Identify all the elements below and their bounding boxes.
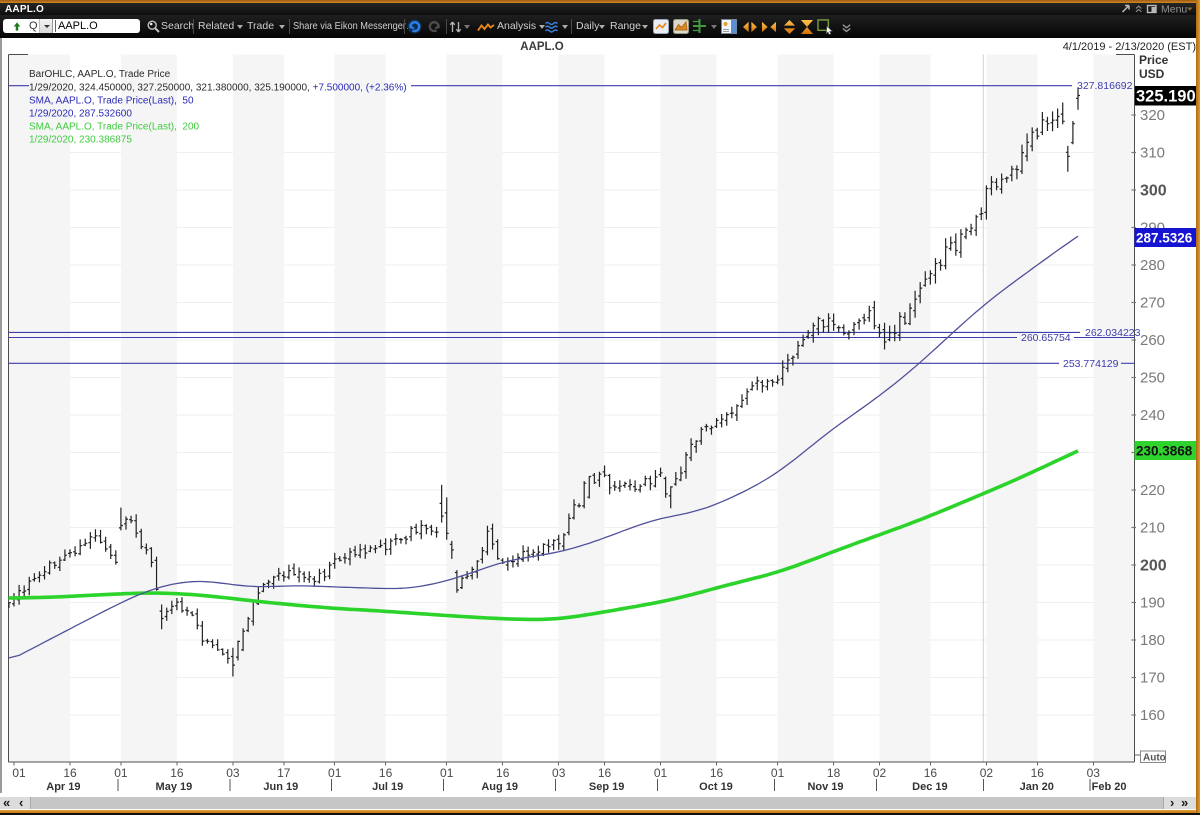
svg-text:287.5326: 287.5326 <box>1136 231 1193 246</box>
svg-text:SMA, AAPL.O, Trade Price(Last): SMA, AAPL.O, Trade Price(Last), 200 <box>29 122 200 133</box>
svg-text:BarOHLC, AAPL.O, Trade Price: BarOHLC, AAPL.O, Trade Price <box>29 69 171 80</box>
svg-text:262.034223: 262.034223 <box>1085 327 1141 339</box>
svg-text:Jan 20: Jan 20 <box>1020 781 1054 793</box>
svg-text:230.3868: 230.3868 <box>1136 444 1193 459</box>
svg-text:01: 01 <box>654 766 668 780</box>
svg-text:325.190: 325.190 <box>1136 88 1196 106</box>
svg-text:18: 18 <box>827 766 841 780</box>
svg-text:1/29/2020, 287.532600: 1/29/2020, 287.532600 <box>29 109 132 120</box>
svg-text:17: 17 <box>277 766 291 780</box>
svg-text:16: 16 <box>496 766 510 780</box>
svg-text:Sep 19: Sep 19 <box>589 781 624 793</box>
svg-text:Oct 19: Oct 19 <box>699 781 733 793</box>
svg-text:AAPL.O: AAPL.O <box>520 41 564 53</box>
svg-text:16: 16 <box>63 766 77 780</box>
svg-text:200: 200 <box>1140 558 1167 575</box>
svg-text:1/29/2020, 230.386875: 1/29/2020, 230.386875 <box>29 135 132 146</box>
svg-text:Nov 19: Nov 19 <box>807 781 843 793</box>
svg-text:SMA, AAPL.O, Trade Price(Last): SMA, AAPL.O, Trade Price(Last), 50 <box>29 96 194 107</box>
svg-text:01: 01 <box>440 766 454 780</box>
svg-text:03: 03 <box>552 766 566 780</box>
svg-text:4/1/2019 - 2/13/2020 (EST): 4/1/2019 - 2/13/2020 (EST) <box>1063 41 1196 53</box>
svg-text:16: 16 <box>598 766 612 780</box>
svg-text:01: 01 <box>12 766 26 780</box>
svg-text:160: 160 <box>1140 707 1165 724</box>
svg-text:260: 260 <box>1140 332 1165 349</box>
svg-text:253.774129: 253.774129 <box>1063 358 1119 370</box>
svg-text:16: 16 <box>379 766 393 780</box>
svg-text:16: 16 <box>924 766 938 780</box>
svg-text:320: 320 <box>1140 107 1165 124</box>
svg-text:Jul 19: Jul 19 <box>372 781 403 793</box>
svg-text:Menu: Menu <box>1161 4 1187 16</box>
svg-text:250: 250 <box>1140 370 1165 387</box>
svg-text:1/29/2020, 324.450000, 327.250: 1/29/2020, 324.450000, 327.250000, 321.3… <box>29 83 407 94</box>
svg-text:16: 16 <box>1031 766 1045 780</box>
svg-text:02: 02 <box>873 766 887 780</box>
svg-text:16: 16 <box>710 766 724 780</box>
svg-text:Feb 20: Feb 20 <box>1092 781 1127 793</box>
svg-text:03: 03 <box>226 766 240 780</box>
svg-text:Auto: Auto <box>1143 753 1166 764</box>
svg-text:220: 220 <box>1140 482 1165 499</box>
svg-text:01: 01 <box>114 766 128 780</box>
svg-text:240: 240 <box>1140 407 1165 424</box>
svg-text:190: 190 <box>1140 595 1165 612</box>
svg-text:Jun 19: Jun 19 <box>263 781 298 793</box>
svg-text:03: 03 <box>1087 766 1101 780</box>
svg-text:310: 310 <box>1140 145 1165 162</box>
svg-text:180: 180 <box>1140 632 1165 649</box>
svg-text:Dec 19: Dec 19 <box>912 781 947 793</box>
svg-text:Aug 19: Aug 19 <box>481 781 518 793</box>
svg-text:16: 16 <box>170 766 184 780</box>
svg-text:May 19: May 19 <box>156 781 193 793</box>
svg-text:02: 02 <box>980 766 994 780</box>
svg-text:260.65754: 260.65754 <box>1021 332 1071 344</box>
svg-text:01: 01 <box>771 766 785 780</box>
svg-text:170: 170 <box>1140 670 1165 687</box>
svg-text:Price: Price <box>1139 53 1169 67</box>
svg-text:210: 210 <box>1140 520 1165 537</box>
svg-text:327.816692: 327.816692 <box>1077 80 1133 92</box>
svg-text:270: 270 <box>1140 295 1165 312</box>
svg-text:USD: USD <box>1139 67 1165 81</box>
svg-text:300: 300 <box>1140 183 1167 200</box>
svg-text:01: 01 <box>328 766 342 780</box>
svg-text:280: 280 <box>1140 257 1165 274</box>
svg-text:Apr 19: Apr 19 <box>46 781 80 793</box>
